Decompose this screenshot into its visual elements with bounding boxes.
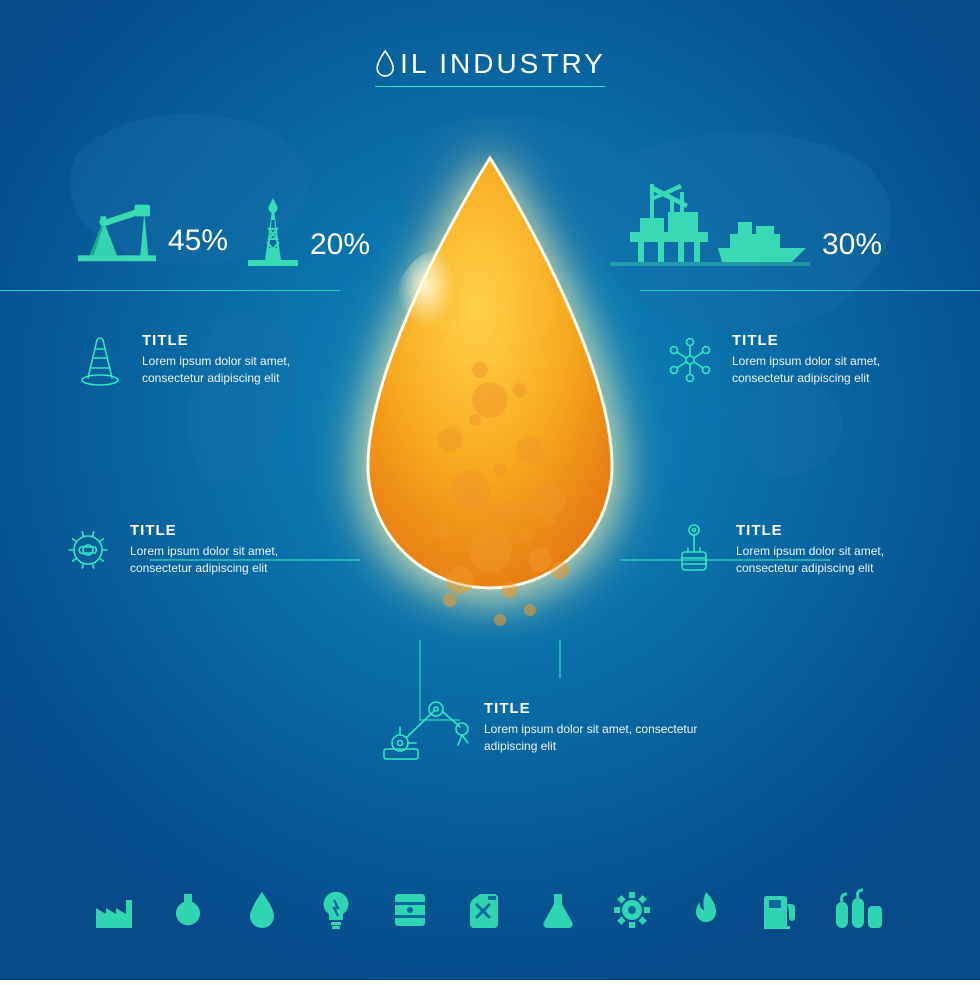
info-text: TITLE Lorem ipsum dolor sit amet, consec… xyxy=(142,332,322,388)
info-title: TITLE xyxy=(732,332,912,349)
stat-value: 30% xyxy=(822,228,882,262)
page-title-text: IL INDUSTRY xyxy=(400,48,606,80)
barrel-icon xyxy=(388,888,432,932)
derrick-icon xyxy=(248,198,298,266)
info-block-robot-arm: TITLE Lorem ipsum dolor sit amet, consec… xyxy=(380,700,700,756)
info-title: TITLE xyxy=(484,700,700,717)
info-text: TITLE Lorem ipsum dolor sit amet, consec… xyxy=(732,332,912,388)
info-body: Lorem ipsum dolor sit amet, consectetur … xyxy=(130,543,310,577)
info-text: TITLE Lorem ipsum dolor sit amet, consec… xyxy=(484,700,700,756)
pumpjack-icon xyxy=(78,198,156,262)
title-underline xyxy=(375,86,605,87)
divider-line xyxy=(640,290,980,291)
page-title: IL INDUSTRY xyxy=(374,48,606,80)
factory-icon xyxy=(92,888,136,932)
title-drop-icon xyxy=(374,50,396,78)
info-block-cone: TITLE Lorem ipsum dolor sit amet, consec… xyxy=(72,332,322,388)
flask-cone-icon xyxy=(536,888,580,932)
infographic-canvas: IL INDUSTRY 45% 20% 30% xyxy=(0,0,980,980)
stat-pumpjack: 45% xyxy=(78,198,228,262)
gear-wrench-icon xyxy=(60,522,116,578)
info-body: Lorem ipsum dolor sit amet, consectetur … xyxy=(142,353,322,387)
info-body: Lorem ipsum dolor sit amet, consectetur … xyxy=(732,353,912,387)
oil-drop xyxy=(300,140,680,640)
robot-arm-icon xyxy=(380,700,470,756)
info-block-molecule: TITLE Lorem ipsum dolor sit amet, consec… xyxy=(662,332,912,388)
info-title: TITLE xyxy=(736,522,916,539)
page-title-wrap: IL INDUSTRY xyxy=(374,48,606,87)
refinery-icon xyxy=(832,888,888,932)
info-text: TITLE Lorem ipsum dolor sit amet, consec… xyxy=(130,522,310,578)
flask-round-icon xyxy=(166,888,210,932)
info-body: Lorem ipsum dolor sit amet, consectetur … xyxy=(736,543,916,577)
gas-pump-icon xyxy=(758,888,802,932)
info-text: TITLE Lorem ipsum dolor sit amet, consec… xyxy=(736,522,916,578)
jerrycan-icon xyxy=(462,888,506,932)
info-title: TITLE xyxy=(130,522,310,539)
info-block-gear-wrench: TITLE Lorem ipsum dolor sit amet, consec… xyxy=(60,522,310,578)
info-body: Lorem ipsum dolor sit amet, consectetur … xyxy=(484,721,700,755)
cone-icon xyxy=(72,332,128,388)
bulb-icon xyxy=(314,888,358,932)
icon-row xyxy=(92,888,888,932)
gear-icon xyxy=(610,888,654,932)
piston-icon xyxy=(666,522,722,578)
stat-value: 45% xyxy=(168,224,228,258)
info-title: TITLE xyxy=(142,332,322,349)
flame-icon xyxy=(684,888,728,932)
drop-solid-icon xyxy=(240,888,284,932)
info-block-piston: TITLE Lorem ipsum dolor sit amet, consec… xyxy=(666,522,916,578)
divider-line xyxy=(0,290,340,291)
molecule-icon xyxy=(662,332,718,388)
